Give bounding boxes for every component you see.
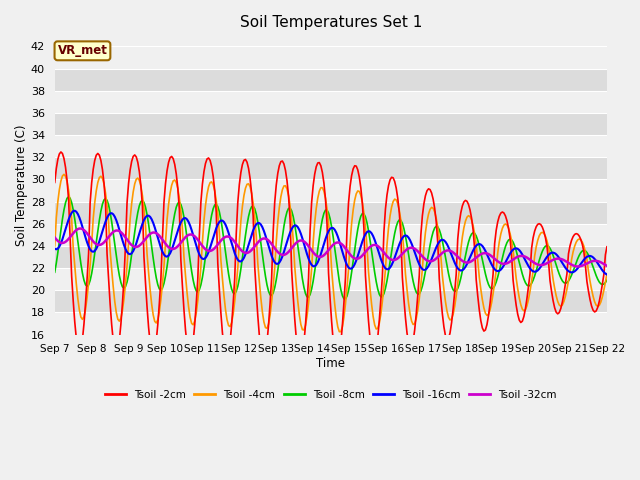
Text: VR_met: VR_met bbox=[58, 44, 108, 57]
Bar bbox=[55, 312, 607, 335]
Bar bbox=[55, 91, 607, 113]
Bar bbox=[55, 135, 607, 157]
Title: Soil Temperatures Set 1: Soil Temperatures Set 1 bbox=[239, 15, 422, 30]
Bar bbox=[55, 224, 607, 246]
Bar bbox=[55, 69, 607, 91]
Legend: Tsoil -2cm, Tsoil -4cm, Tsoil -8cm, Tsoil -16cm, Tsoil -32cm: Tsoil -2cm, Tsoil -4cm, Tsoil -8cm, Tsoi… bbox=[100, 386, 561, 404]
Y-axis label: Soil Temperature (C): Soil Temperature (C) bbox=[15, 124, 28, 246]
Bar bbox=[55, 202, 607, 224]
Bar bbox=[55, 268, 607, 290]
Bar bbox=[55, 157, 607, 180]
Bar bbox=[55, 113, 607, 135]
X-axis label: Time: Time bbox=[316, 357, 346, 370]
Bar bbox=[55, 246, 607, 268]
Bar bbox=[55, 47, 607, 69]
Bar bbox=[55, 180, 607, 202]
Bar bbox=[55, 290, 607, 312]
